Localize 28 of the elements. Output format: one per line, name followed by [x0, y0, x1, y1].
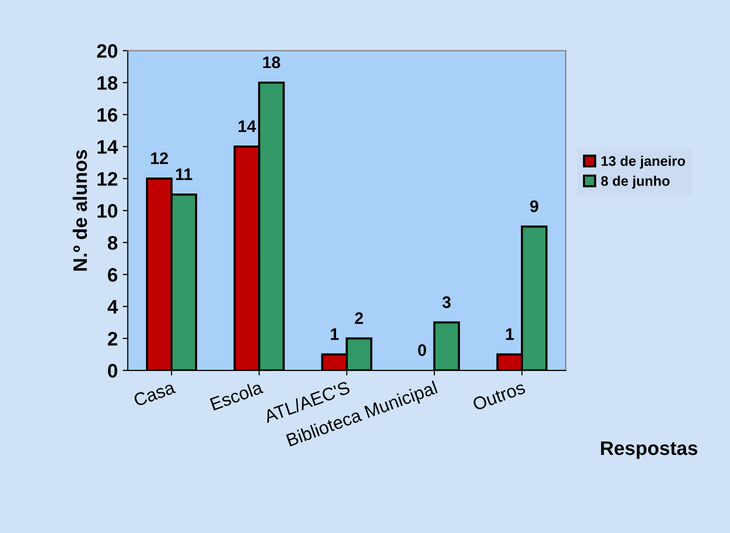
legend-label: 13 de janeiro [602, 156, 686, 169]
data-label: 3 [442, 296, 451, 308]
data-label: 1 [330, 328, 339, 340]
y-tick-label: 4 [108, 300, 118, 314]
data-label: 1 [506, 328, 514, 340]
y-tick-label: 8 [108, 236, 118, 250]
y-tick-label: 6 [108, 268, 118, 282]
y-tick-label: 18 [98, 76, 118, 90]
data-label: 2 [354, 312, 363, 324]
x-tick-label: Escola [210, 380, 264, 411]
legend-label: 8 de junho [601, 176, 670, 189]
x-tick-label: Casa [132, 380, 176, 407]
data-label: 11 [176, 168, 192, 180]
y-tick-label: 2 [108, 332, 118, 346]
data-label: 12 [151, 152, 168, 164]
y-tick-label: 12 [98, 172, 118, 186]
x-axis-title: Respostas [601, 442, 698, 459]
y-tick-label: 14 [98, 140, 118, 154]
y-tick-label: 16 [98, 108, 118, 122]
y-tick-label: 20 [97, 44, 118, 58]
y-tick-label: 0 [108, 364, 118, 378]
data-label: 9 [530, 200, 538, 212]
y-tick-label: 10 [98, 204, 118, 218]
x-tick-label: Outros [472, 380, 526, 411]
data-label: 18 [263, 56, 280, 68]
data-label: 0 [418, 344, 426, 356]
data-label: 14 [238, 120, 256, 132]
y-axis-title: N.º de alunos [72, 150, 88, 271]
